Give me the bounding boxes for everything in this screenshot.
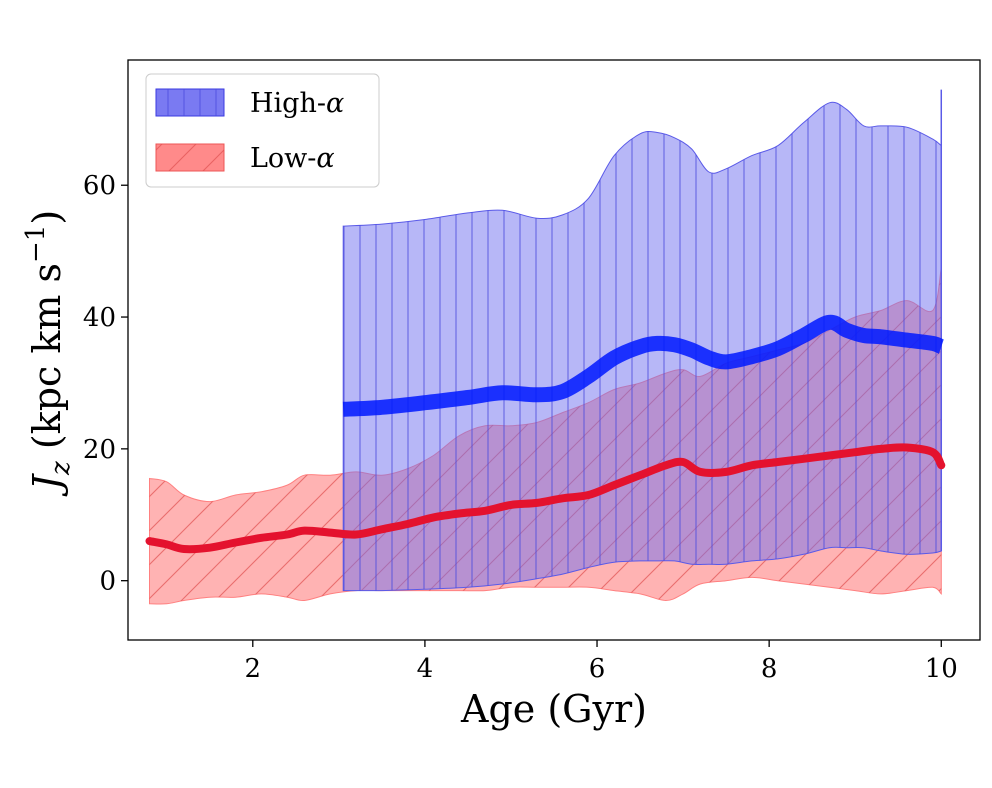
y-tick-label: 20 [83,435,116,465]
y-tick-label: 40 [83,303,116,333]
legend-hatch-high-alpha [156,89,224,116]
plot-frame [127,59,981,641]
x-tick-label: 10 [925,654,958,684]
y-axis-label: Jz (kpc km s−1) [21,210,76,497]
y-tick-label: 60 [83,171,116,201]
high-alpha-mean-line [342,314,945,417]
x-tick-label: 2 [245,654,262,684]
x-axis: 2 4 6 8 10 [245,640,958,684]
x-tick-label: 6 [589,654,606,684]
x-tick-label: 4 [417,654,434,684]
legend-label-high-alpha: High-α [250,88,344,119]
legend-label-low-alpha: Low-α [250,143,335,174]
x-tick-label: 8 [761,654,778,684]
legend-hatch-low-alpha [156,144,224,171]
low-alpha-mean-line [145,443,946,554]
legend: High-α Low-α [145,73,380,188]
y-axis: 0 20 40 60 [83,171,128,597]
x-axis-label: Age (Gyr) [460,687,647,731]
plot-area [145,89,946,605]
y-tick-label: 0 [99,567,116,597]
